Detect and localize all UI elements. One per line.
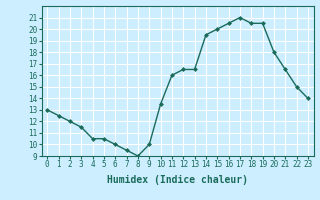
X-axis label: Humidex (Indice chaleur): Humidex (Indice chaleur): [107, 175, 248, 185]
